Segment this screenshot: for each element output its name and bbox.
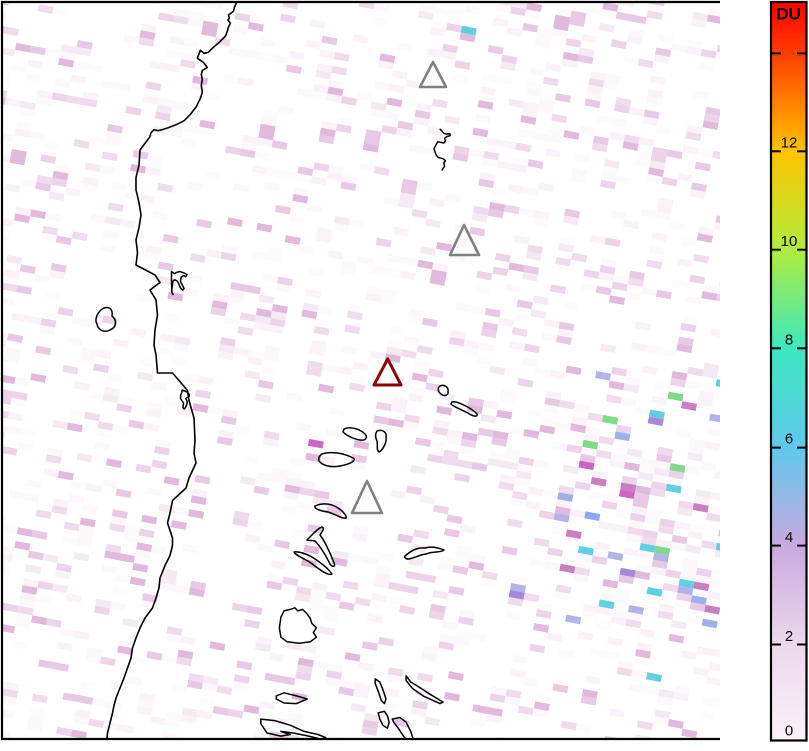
- svg-text:0: 0: [785, 723, 793, 740]
- svg-text:2: 2: [785, 628, 793, 645]
- svg-text:12: 12: [781, 135, 798, 152]
- svg-text:4: 4: [785, 529, 793, 546]
- svg-text:8: 8: [785, 332, 793, 349]
- svg-text:6: 6: [785, 431, 793, 448]
- svg-text:10: 10: [781, 233, 798, 250]
- svg-text:DU: DU: [776, 5, 801, 24]
